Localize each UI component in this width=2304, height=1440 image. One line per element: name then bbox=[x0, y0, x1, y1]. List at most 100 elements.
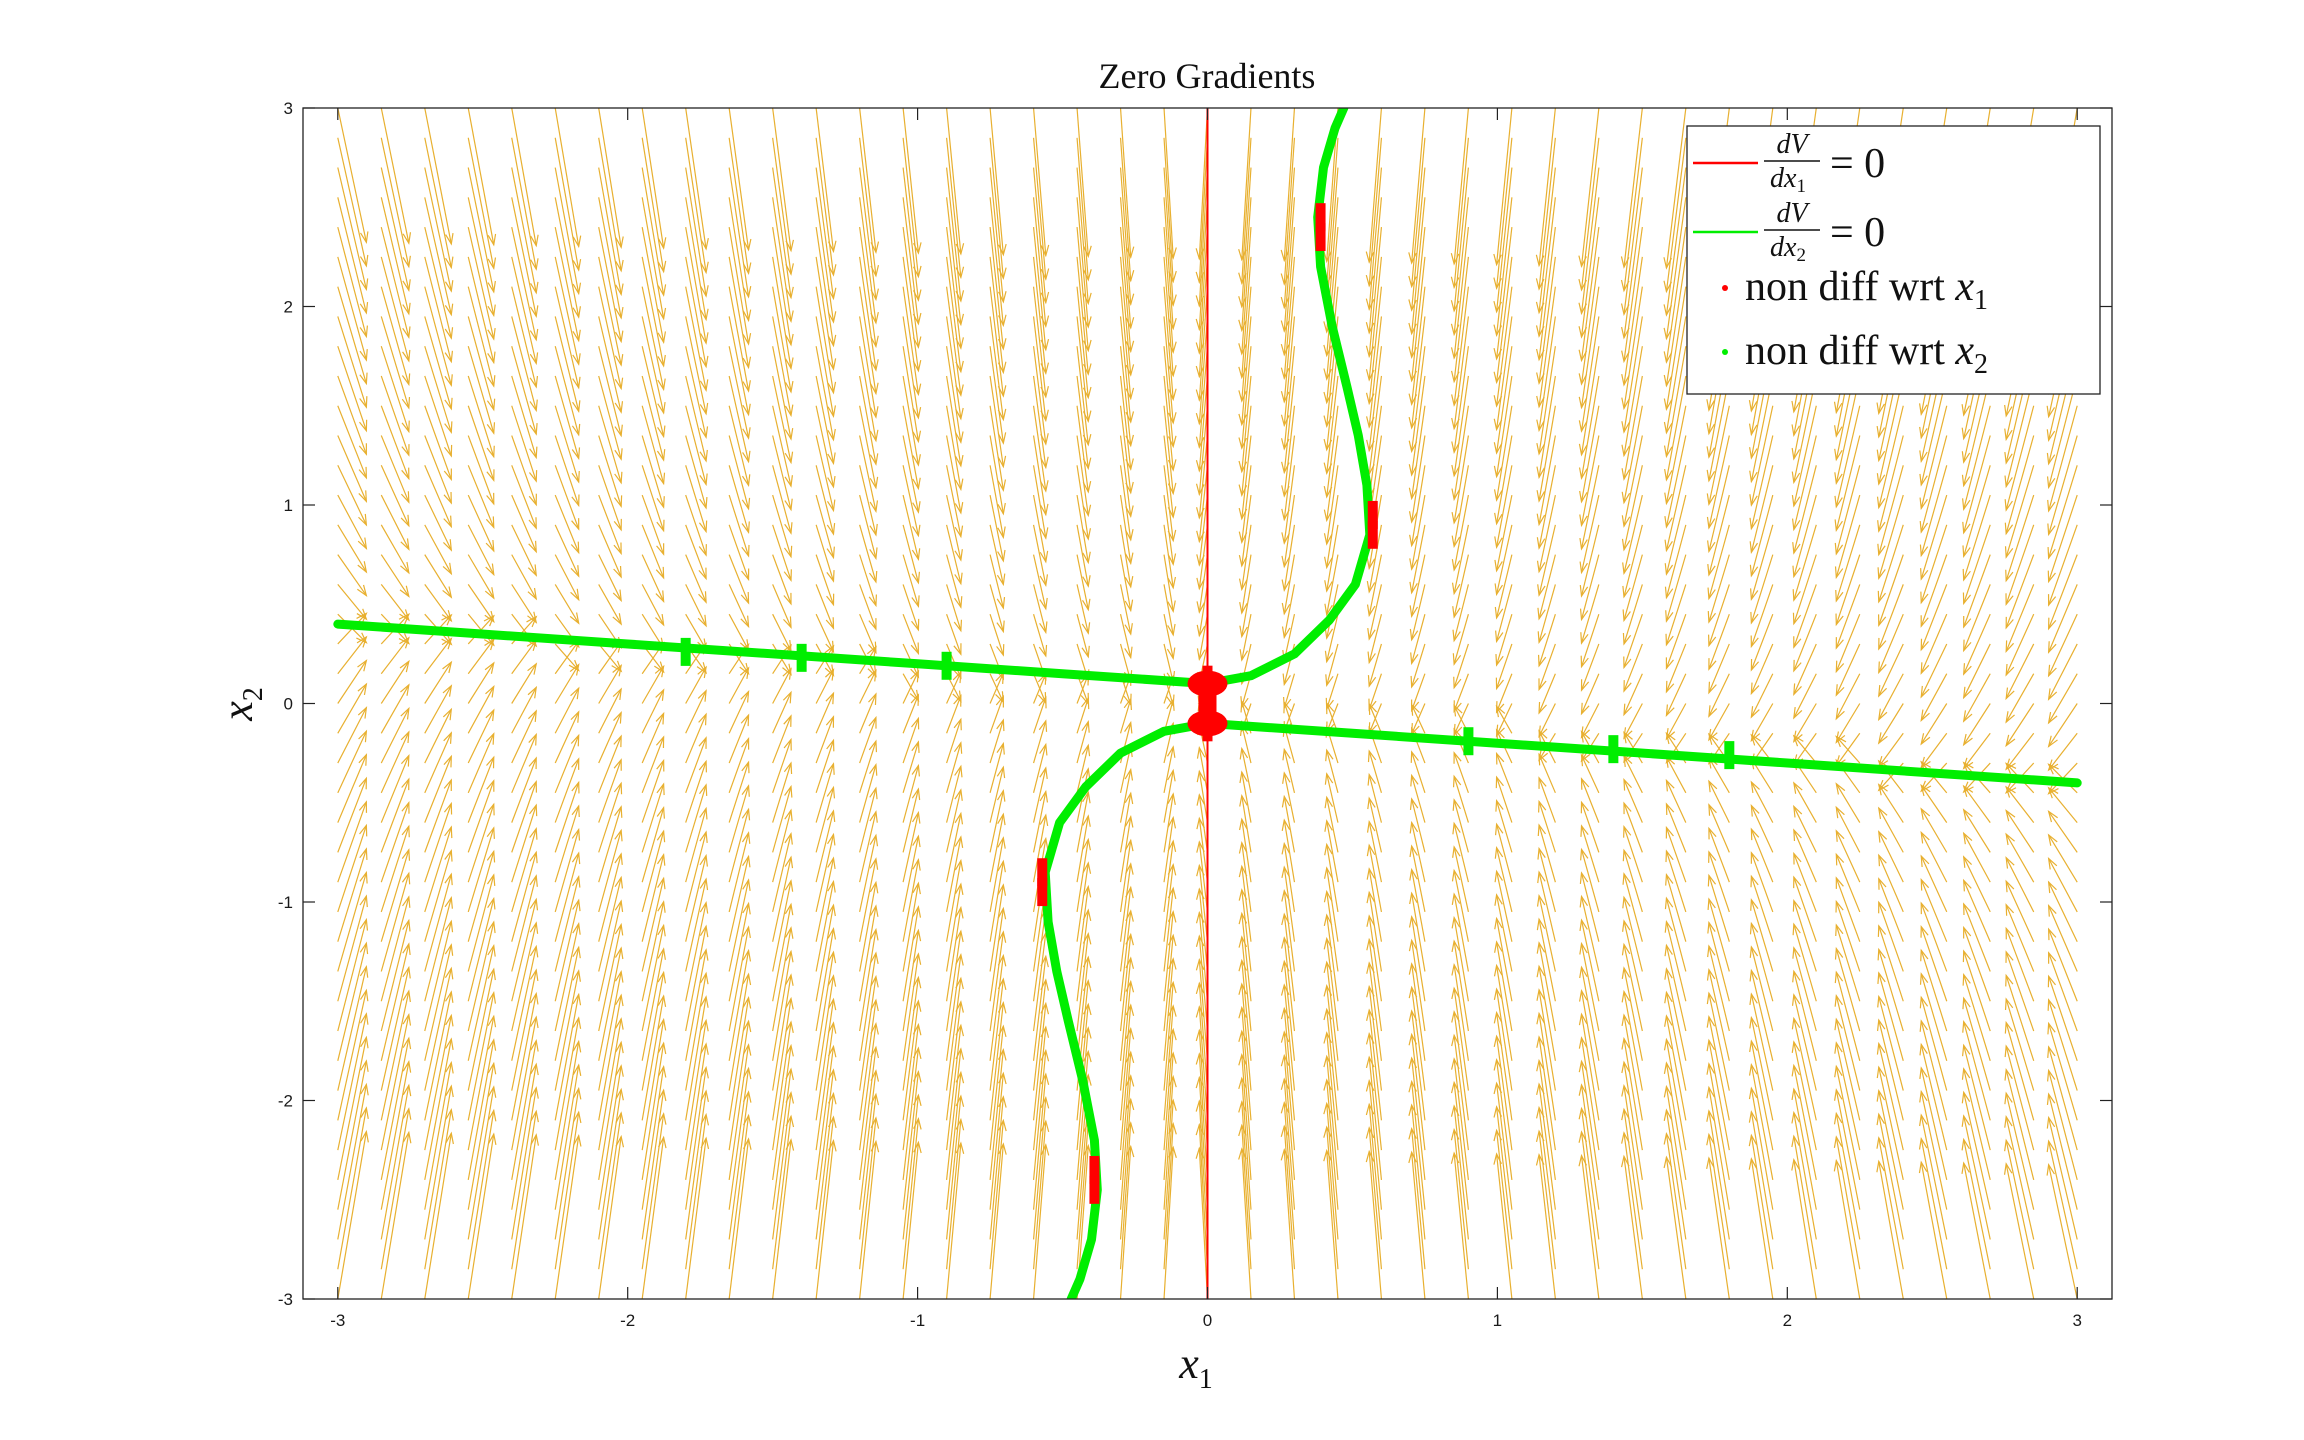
quiver-arrow bbox=[641, 375, 666, 462]
quiver-arrow bbox=[641, 584, 665, 627]
quiver-arrow bbox=[1707, 944, 1730, 1032]
quiver-arrow bbox=[1749, 992, 1774, 1091]
quiver-arrow bbox=[1032, 465, 1049, 540]
quiver-arrow bbox=[554, 286, 581, 390]
series-point bbox=[1608, 735, 1619, 764]
quiver-arrow bbox=[1835, 584, 1861, 650]
quiver-arrow bbox=[1238, 197, 1252, 333]
quiver-arrow bbox=[1877, 435, 1904, 533]
quiver-arrow bbox=[2048, 554, 2078, 631]
quiver-arrow bbox=[1366, 961, 1383, 1061]
quiver-arrow bbox=[945, 905, 964, 1002]
quiver-arrow bbox=[554, 524, 580, 578]
quiver-arrow bbox=[1494, 465, 1513, 549]
quiver-arrow bbox=[1621, 227, 1643, 364]
quiver-arrow bbox=[1621, 405, 1643, 505]
quiver-arrow bbox=[424, 256, 454, 364]
quiver-arrow bbox=[1834, 970, 1861, 1061]
quiver-arrow bbox=[337, 870, 368, 972]
legend-box bbox=[1686, 125, 2101, 395]
quiver-arrow bbox=[815, 286, 837, 395]
quiver-arrow bbox=[1196, 435, 1209, 520]
quiver-arrow bbox=[424, 1037, 454, 1181]
quiver-arrow bbox=[1622, 872, 1643, 942]
quiver-arrow bbox=[1791, 1063, 1817, 1181]
quiver-arrow bbox=[1920, 901, 1948, 972]
quiver-arrow bbox=[1580, 584, 1600, 645]
quiver-arrow bbox=[1119, 767, 1134, 823]
y-tick-label: -1 bbox=[278, 893, 293, 912]
quiver-arrow bbox=[1323, 494, 1339, 570]
quiver-arrow bbox=[1536, 494, 1556, 574]
quiver-arrow bbox=[728, 1066, 752, 1210]
quiver-arrow bbox=[728, 666, 750, 704]
quiver-arrow bbox=[1076, 814, 1091, 883]
quiver-arrow bbox=[554, 584, 580, 625]
quiver-arrow bbox=[945, 256, 964, 374]
quiver-arrow bbox=[1750, 804, 1774, 853]
quiver-arrow bbox=[902, 316, 922, 420]
quiver-arrow bbox=[424, 137, 454, 270]
quiver-arrow bbox=[424, 108, 454, 246]
quiver-arrow bbox=[1708, 779, 1730, 823]
quiver-arrow bbox=[772, 1020, 794, 1151]
quiver-arrow bbox=[1749, 945, 1774, 1032]
quiver-arrow bbox=[859, 554, 877, 608]
quiver-arrow bbox=[1877, 947, 1904, 1032]
quiver-arrow bbox=[598, 1111, 625, 1270]
quiver-arrow bbox=[1621, 1060, 1643, 1180]
quiver-arrow bbox=[1450, 167, 1470, 313]
quiver-arrow bbox=[1834, 1041, 1861, 1151]
quiver-arrow bbox=[1961, 1137, 1991, 1270]
quiver-arrow bbox=[424, 896, 453, 1002]
quiver-arrow bbox=[380, 226, 411, 340]
quiver-arrow bbox=[1238, 817, 1252, 883]
quiver-arrow bbox=[1076, 884, 1092, 972]
quiver-arrow bbox=[337, 753, 368, 823]
quiver-arrow bbox=[1536, 893, 1556, 972]
quiver-arrow bbox=[1196, 746, 1209, 793]
quiver-arrow bbox=[1453, 643, 1469, 690]
quiver-arrow bbox=[902, 810, 921, 883]
quiver-arrow bbox=[1537, 613, 1556, 668]
quiver-arrow bbox=[1076, 494, 1091, 565]
quiver-arrow bbox=[902, 375, 921, 467]
quiver-arrow bbox=[945, 137, 965, 280]
quiver-arrow bbox=[1451, 524, 1470, 596]
quiver-arrow bbox=[1408, 375, 1426, 477]
quiver-arrow bbox=[511, 494, 537, 554]
quiver-arrow bbox=[989, 613, 1005, 657]
quiver-arrow bbox=[685, 736, 707, 794]
quiver-arrow bbox=[1623, 643, 1643, 693]
quiver-arrow bbox=[1665, 703, 1687, 741]
quiver-arrow bbox=[424, 435, 452, 505]
quiver-arrow bbox=[1323, 889, 1339, 972]
quiver-arrow bbox=[1963, 878, 1991, 942]
quiver-arrow bbox=[685, 435, 708, 510]
quiver-arrow bbox=[1749, 1015, 1774, 1121]
quiver-arrow bbox=[1876, 1112, 1904, 1240]
quiver-arrow bbox=[1163, 768, 1176, 823]
quiver-arrow bbox=[1622, 524, 1643, 599]
quiver-arrow bbox=[989, 953, 1007, 1061]
quiver-arrow bbox=[1076, 167, 1092, 306]
quiver-arrow bbox=[859, 668, 877, 704]
quiver-arrow bbox=[1163, 584, 1176, 637]
quiver-arrow bbox=[1623, 673, 1643, 717]
quiver-arrow bbox=[1281, 375, 1296, 475]
quiver-arrow bbox=[1325, 673, 1339, 711]
quiver-arrow bbox=[728, 435, 751, 511]
quiver-arrow bbox=[1749, 435, 1774, 531]
quiver-arrow bbox=[1409, 584, 1426, 642]
quiver-arrow bbox=[1535, 137, 1556, 291]
quiver-arrow bbox=[1580, 673, 1600, 716]
quiver-arrow bbox=[1495, 703, 1513, 738]
quiver-arrow bbox=[1163, 815, 1177, 883]
quiver-arrow bbox=[1621, 989, 1643, 1091]
quiver-arrow bbox=[859, 197, 879, 325]
quiver-arrow bbox=[728, 167, 752, 299]
quiver-arrow bbox=[511, 1062, 539, 1210]
quiver-arrow bbox=[1452, 774, 1469, 823]
quiver-arrow bbox=[1663, 1155, 1687, 1299]
